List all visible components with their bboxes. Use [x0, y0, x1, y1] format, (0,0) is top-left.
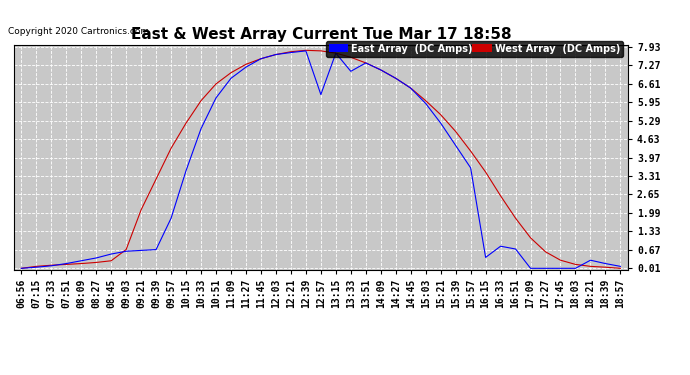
- Legend: East Array  (DC Amps), West Array  (DC Amps): East Array (DC Amps), West Array (DC Amp…: [326, 41, 623, 57]
- Title: East & West Array Current Tue Mar 17 18:58: East & West Array Current Tue Mar 17 18:…: [130, 27, 511, 42]
- Text: Copyright 2020 Cartronics.com: Copyright 2020 Cartronics.com: [8, 27, 149, 36]
